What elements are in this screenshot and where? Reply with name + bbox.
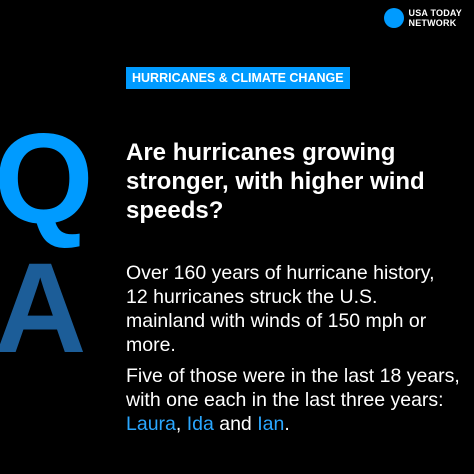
- big-letter-q: Q: [0, 108, 94, 251]
- big-letter-a: A: [0, 237, 87, 380]
- separator-comma: ,: [175, 413, 187, 435]
- sentence-period: .: [284, 413, 290, 435]
- brand-line-2: NETWORK: [408, 18, 457, 28]
- answer-paragraph-2-text: Five of those were in the last 18 years,…: [126, 365, 460, 411]
- hurricane-name-ida: Ida: [186, 413, 214, 435]
- brand-line-1: USA TODAY: [408, 8, 462, 18]
- usa-today-network-logo: USA TODAY NETWORK: [383, 8, 462, 28]
- topic-tag: HURRICANES & CLIMATE CHANGE: [126, 67, 350, 89]
- hurricane-name-ian: Ian: [257, 413, 285, 435]
- answer-paragraph-1: Over 160 years of hurricane history, 12 …: [126, 262, 435, 356]
- answer-paragraph-2: Five of those were in the last 18 years,…: [126, 364, 461, 436]
- brand-wordmark: USA TODAY NETWORK: [409, 8, 462, 28]
- usa-today-dot-icon: [383, 8, 404, 28]
- question-heading: Are hurricanes growing stronger, with hi…: [126, 139, 425, 224]
- hurricane-name-laura: Laura: [126, 413, 176, 435]
- separator-and: and: [213, 413, 258, 435]
